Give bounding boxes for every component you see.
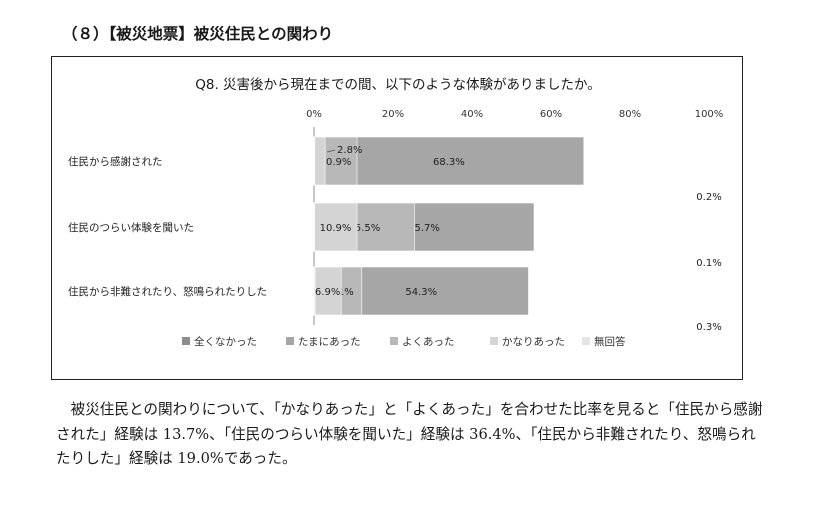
leader-line	[326, 149, 336, 153]
bar-segment	[313, 202, 315, 252]
bar-segment	[313, 136, 316, 186]
bar-segment	[313, 266, 316, 316]
x-tick-label: 60%	[540, 109, 562, 120]
legend-swatch	[490, 337, 498, 345]
data-label: 2.8%	[337, 145, 362, 156]
chart-frame: Q8. 災害後から現在までの間、以下のような体験がありましたか。 0% 20% 40%…	[51, 56, 743, 380]
legend-swatch	[182, 337, 190, 345]
legend-label: 無回答	[594, 335, 626, 348]
data-label: 6.9%	[315, 287, 340, 298]
category-label: 住民から非難されたり、怒鳴られたりした	[68, 285, 267, 298]
legend-swatch	[286, 337, 294, 345]
chart-title: Q8. 災害後から現在までの間、以下のような体験がありましたか。	[195, 77, 601, 93]
data-label: 25.5%	[348, 223, 380, 234]
legend-swatch	[582, 337, 590, 345]
section-title: （８）【被災地票】被災住民との関わり	[62, 24, 334, 43]
category-label: 住民から感謝された	[68, 155, 163, 168]
data-label: 55.7%	[408, 223, 440, 234]
legend-label: 全くなかった	[194, 335, 257, 348]
x-tick-label: 40%	[461, 109, 483, 120]
x-tick-label: 0%	[306, 109, 322, 120]
x-tick-label: 100%	[695, 109, 724, 120]
legend-label: よくあった	[402, 336, 455, 348]
data-label: 54.3%	[405, 287, 437, 298]
stacked-bar-chart: Q8. 災害後から現在までの間、以下のような体験がありましたか。 0% 20% 40%…	[68, 77, 724, 348]
x-tick-label: 20%	[382, 109, 404, 120]
data-label: 0.1%	[696, 258, 721, 269]
data-label: 0.3%	[696, 322, 721, 333]
legend-label: たまにあった	[298, 336, 361, 348]
summary-paragraph: 被災住民との関わりについて、「かなりあった」と「よくあった」を合わせた比率を見る…	[56, 401, 763, 467]
bar-segment	[313, 266, 342, 316]
category-label: 住民のつらい体験を聞いた	[68, 221, 194, 234]
data-label: 10.9%	[320, 223, 352, 234]
data-label: 0.2%	[696, 192, 721, 203]
bar-segment	[313, 136, 326, 186]
data-label: 10.9%	[320, 157, 352, 168]
legend-swatch	[390, 337, 398, 345]
data-label: 68.3%	[433, 157, 465, 168]
x-tick-label: 80%	[619, 109, 641, 120]
summary-text: 被災住民との関わりについて、「かなりあった」と「よくあった」を合わせた比率を見る…	[56, 398, 768, 472]
bar-segment	[313, 202, 358, 252]
bar-segment	[313, 136, 585, 186]
legend-label: かなりあった	[502, 336, 565, 348]
